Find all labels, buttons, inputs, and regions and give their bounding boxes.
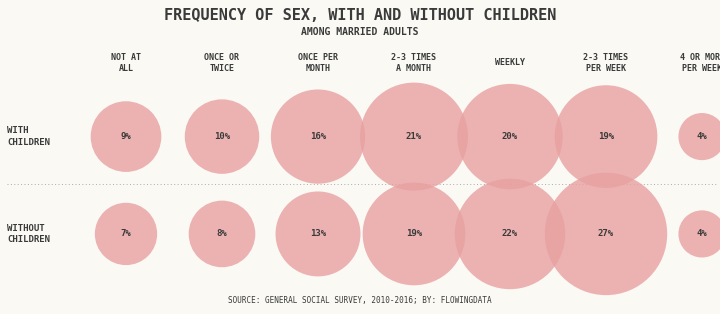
Text: 19%: 19% [406, 230, 422, 238]
Text: 10%: 10% [214, 132, 230, 141]
Text: 27%: 27% [598, 230, 614, 238]
Ellipse shape [457, 84, 562, 189]
Ellipse shape [545, 173, 667, 295]
Ellipse shape [360, 83, 468, 191]
Text: 13%: 13% [310, 230, 326, 238]
Text: 19%: 19% [598, 132, 614, 141]
Text: WITHOUT
CHILDREN: WITHOUT CHILDREN [7, 224, 50, 244]
Ellipse shape [95, 203, 157, 265]
Text: 16%: 16% [310, 132, 326, 141]
Ellipse shape [455, 179, 565, 289]
Ellipse shape [554, 85, 657, 188]
Ellipse shape [189, 201, 256, 267]
Text: AMONG MARRIED ADULTS: AMONG MARRIED ADULTS [301, 27, 419, 37]
Ellipse shape [276, 192, 361, 276]
Text: WITH
CHILDREN: WITH CHILDREN [7, 126, 50, 147]
Text: 20%: 20% [502, 132, 518, 141]
Ellipse shape [185, 99, 259, 174]
Ellipse shape [678, 113, 720, 160]
Text: 9%: 9% [121, 132, 131, 141]
Text: 8%: 8% [217, 230, 228, 238]
Text: 4%: 4% [697, 132, 707, 141]
Ellipse shape [678, 210, 720, 257]
Text: 4%: 4% [697, 230, 707, 238]
Ellipse shape [271, 89, 365, 184]
Text: WEEKLY: WEEKLY [495, 58, 525, 67]
Text: ONCE PER
MONTH: ONCE PER MONTH [298, 53, 338, 73]
Text: NOT AT
ALL: NOT AT ALL [111, 53, 141, 73]
Text: FREQUENCY OF SEX, WITH AND WITHOUT CHILDREN: FREQUENCY OF SEX, WITH AND WITHOUT CHILD… [164, 8, 556, 23]
Text: ONCE OR
TWICE: ONCE OR TWICE [204, 53, 240, 73]
Ellipse shape [91, 101, 161, 172]
Text: 4 OR MORE
PER WEEK: 4 OR MORE PER WEEK [680, 53, 720, 73]
Text: 2-3 TIMES
PER WEEK: 2-3 TIMES PER WEEK [583, 53, 629, 73]
Text: 2-3 TIMES
A MONTH: 2-3 TIMES A MONTH [392, 53, 436, 73]
Text: 7%: 7% [121, 230, 131, 238]
Ellipse shape [363, 183, 465, 285]
Text: SOURCE: GENERAL SOCIAL SURVEY, 2010-2016; BY: FLOWINGDATA: SOURCE: GENERAL SOCIAL SURVEY, 2010-2016… [228, 295, 492, 305]
Text: 22%: 22% [502, 230, 518, 238]
Text: 21%: 21% [406, 132, 422, 141]
